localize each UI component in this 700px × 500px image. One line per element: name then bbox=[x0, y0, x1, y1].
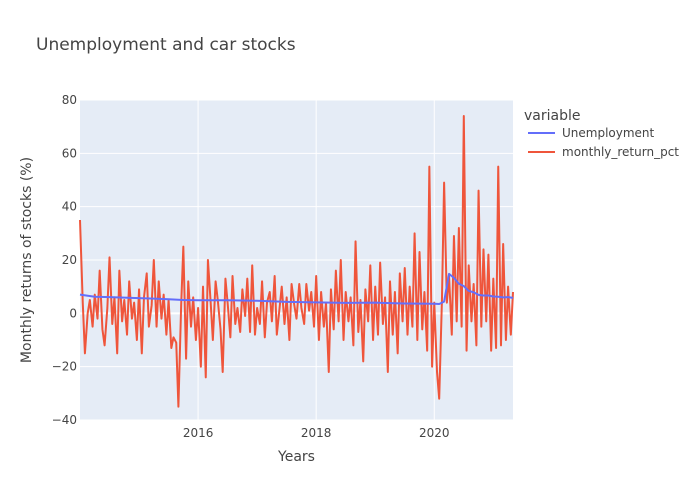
y-axis-label: Monthly returns of stocks (%) bbox=[19, 157, 35, 363]
series-line-monthly-return-pct bbox=[79, 115, 514, 408]
y-tick-label: −40 bbox=[52, 413, 77, 427]
x-tick-label: 2020 bbox=[419, 426, 450, 440]
chart-title: Unemployment and car stocks bbox=[36, 35, 296, 55]
x-tick-label: 2018 bbox=[301, 426, 332, 440]
legend: variable Unemployment monthly_return_pct bbox=[524, 108, 679, 159]
y-tick-label: 40 bbox=[62, 200, 77, 214]
traces bbox=[79, 115, 514, 408]
x-tick-label: 2016 bbox=[183, 426, 214, 440]
y-axis-ticks: −40 −20 0 20 40 60 80 bbox=[52, 93, 77, 427]
legend-item-monthly-return-pct[interactable]: monthly_return_pct bbox=[528, 145, 679, 159]
legend-label-monthly-return-pct: monthly_return_pct bbox=[562, 145, 679, 159]
x-axis-ticks: 2016 2018 2020 bbox=[183, 426, 450, 440]
legend-label-unemployment: Unemployment bbox=[562, 126, 655, 140]
series-line-unemployment bbox=[79, 272, 514, 305]
y-tick-label: 20 bbox=[62, 253, 77, 267]
y-tick-label: 0 bbox=[69, 306, 77, 320]
legend-item-unemployment[interactable]: Unemployment bbox=[528, 126, 655, 140]
legend-title: variable bbox=[524, 108, 580, 124]
x-axis-label: Years bbox=[277, 449, 315, 465]
y-tick-label: −20 bbox=[52, 360, 77, 374]
y-tick-label: 60 bbox=[62, 146, 77, 160]
y-tick-label: 80 bbox=[62, 93, 77, 107]
